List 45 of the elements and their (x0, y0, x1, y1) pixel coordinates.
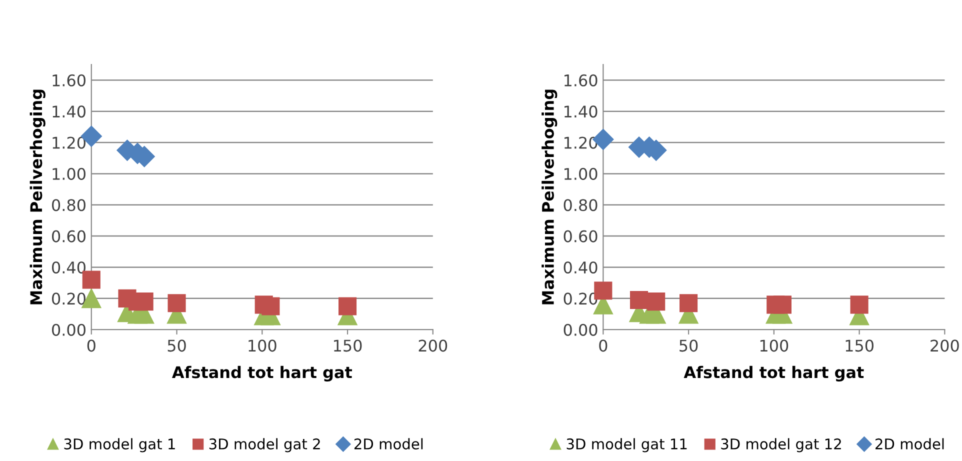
legend-label: 3D model gat 1 (64, 438, 175, 452)
y-tick-label: 0.60 (564, 230, 598, 242)
x-tick-label: 100 (248, 340, 276, 352)
y-axis-title: Maximum Peilverhoging (30, 90, 46, 304)
y-tick-label: 1.00 (564, 168, 598, 180)
y-tick-label: 0.20 (52, 292, 86, 305)
y-tick-label: 1.40 (564, 106, 598, 118)
point (850, 296, 868, 314)
y-tick-label: 1.00 (52, 168, 86, 180)
legend-label: 2D model (354, 438, 423, 450)
x-tick-label: 100 (760, 340, 788, 352)
point (680, 294, 698, 312)
legend-label: 3D model gat 12 (721, 438, 841, 452)
point (135, 292, 154, 311)
x-axis-title: Afstand tot hart gat (172, 366, 352, 382)
x-axis-title: Afstand tot hart gat (684, 366, 864, 382)
x-tick-label: 150 (846, 340, 874, 352)
x-tick-label: 50 (680, 340, 698, 352)
y-axis-title: Maximum Peilverhoging (542, 90, 558, 304)
y-tick-label: 0.80 (52, 199, 86, 212)
y-tick-label: 0.60 (52, 230, 86, 242)
y-tick-label: 1.20 (52, 136, 86, 149)
y-tick-label: 0.40 (564, 261, 598, 274)
y-tick-label: 0.00 (52, 324, 86, 336)
y-tick-label: 0.40 (52, 261, 86, 274)
legend-label: 3D model gat 11 (566, 438, 687, 452)
y-tick-label: 1.60 (52, 74, 86, 86)
x-tick-label: 200 (930, 340, 959, 352)
x-tick-label: 0 (87, 340, 96, 352)
point (630, 290, 648, 310)
point (773, 296, 792, 314)
point (262, 297, 280, 316)
legend-label: 2D model (876, 438, 944, 450)
x-tick-label: 50 (168, 340, 186, 352)
x-tick-label: 0 (599, 340, 608, 352)
y-tick-label: 0.80 (564, 199, 598, 212)
point (338, 297, 357, 316)
y-tick-label: 0.00 (564, 324, 598, 336)
y-tick-label: 1.40 (52, 106, 86, 118)
x-tick-label: 150 (334, 340, 362, 352)
point (168, 294, 186, 312)
legend-label: 3D model gat 2 (209, 438, 320, 452)
x-tick-label: 200 (418, 340, 448, 352)
y-tick-label: 1.60 (564, 74, 598, 86)
point (647, 292, 666, 311)
